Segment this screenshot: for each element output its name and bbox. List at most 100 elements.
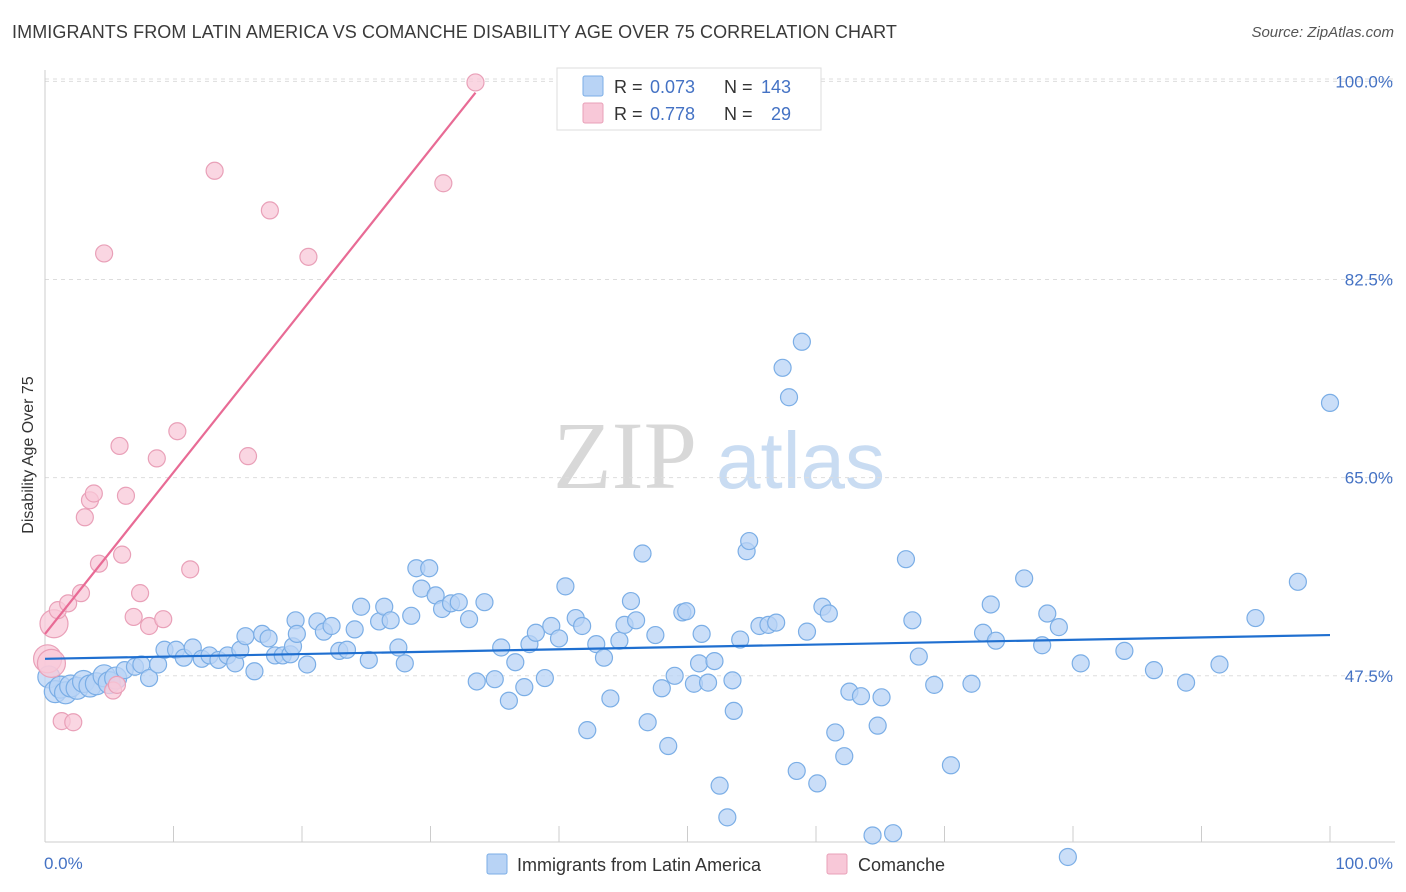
pink-point [299,247,318,266]
legend-n-label-1: N = [724,77,753,97]
blue-trend-line [44,633,1331,660]
blue-point [692,624,711,644]
pink-point [238,447,258,466]
pink-point [124,607,143,627]
pink-point [75,508,94,527]
pink-point [112,545,132,564]
blue-point [797,622,817,641]
blue-point [868,716,887,735]
blue-point [705,651,724,671]
pink-point [71,584,91,603]
blue-point [724,701,743,721]
bottom-legend-label-2: Comanche [858,855,945,875]
pink-trend-line [44,91,477,635]
pink-point [434,174,453,193]
blue-point [659,736,678,756]
blue-point [863,826,882,845]
blue-point [962,674,981,693]
watermark-atlas: atlas [716,416,885,505]
legend-r-value-1: 0.073 [650,77,695,97]
blue-point [352,597,371,616]
blue-point [792,332,811,351]
pink-point [36,648,67,678]
blue-point [665,666,684,685]
blue-point [826,723,845,742]
blue-point [1144,661,1164,680]
data-points [32,73,1340,867]
blue-point [896,550,916,569]
blue-point [626,611,646,630]
blue-point [731,630,750,649]
x-tick-label-max: 100.0% [1335,854,1393,873]
blue-point [475,593,494,612]
blue-point [981,595,1000,614]
blue-point [633,544,652,563]
y-tick-label: 47.5% [1345,667,1393,686]
blue-point [573,616,592,636]
blue-point [646,625,665,645]
pink-point [107,675,127,694]
blue-point [1176,673,1196,692]
blue-point [710,776,729,795]
blue-point [1058,847,1077,867]
blue-point [652,679,671,698]
blue-point [298,655,317,674]
blue-point [337,640,357,659]
gridlines [45,78,1395,677]
pink-point [84,484,103,503]
blue-point [1210,655,1229,674]
legend-r-label-1: R = [614,77,643,97]
blue-point [787,761,806,781]
blue-point [322,616,341,636]
blue-point [1246,608,1265,628]
blue-point [359,650,378,670]
legend-n-value-2: 29 [771,104,791,124]
blue-point [903,611,922,630]
blue-point [883,824,903,843]
pink-point [466,73,485,92]
blue-point [779,388,799,407]
blue-point [420,559,439,578]
blue-point [549,629,569,648]
blue-point [402,606,421,625]
pink-point [205,161,224,180]
blue-point [499,691,518,710]
bottom-legend-label-1: Immigrants from Latin America [517,855,762,875]
pink-point [147,449,166,468]
blue-point [139,668,159,688]
blue-point [236,627,255,646]
chart-title: IMMIGRANTS FROM LATIN AMERICA VS COMANCH… [12,22,898,42]
blue-point [689,654,709,673]
blue-point [767,613,786,632]
blue-point [941,756,961,775]
blue-point [677,602,696,621]
y-tick-label: 65.0% [1345,469,1393,488]
blue-point [287,624,306,644]
blue-point [259,629,278,648]
legend-r-value-2: 0.778 [650,104,695,124]
pink-point [154,610,173,629]
pink-point [130,584,150,603]
blue-point [345,620,364,639]
blue-point [1071,654,1090,673]
blue-point [485,670,504,689]
chart-source: Source: ZipAtlas.com [1251,24,1394,41]
blue-point [1320,393,1340,413]
y-tick-label: 82.5% [1345,270,1393,289]
blue-point [638,713,657,732]
legend-n-label-2: N = [724,104,753,124]
blue-point [723,671,742,690]
blue-point [909,647,928,666]
blue-point [925,675,944,694]
blue-point [872,688,891,707]
blue-point [515,678,534,697]
blue-point [492,638,511,657]
blue-point [506,653,525,672]
blue-point [395,654,414,673]
tick-labels: 47.5% 65.0% 82.5% 100.0% 0.0% 100.0% [44,72,1393,873]
blue-point [819,604,838,623]
blue-point [1288,572,1307,591]
pink-point [110,436,129,456]
legend-swatch-pink [582,102,604,124]
